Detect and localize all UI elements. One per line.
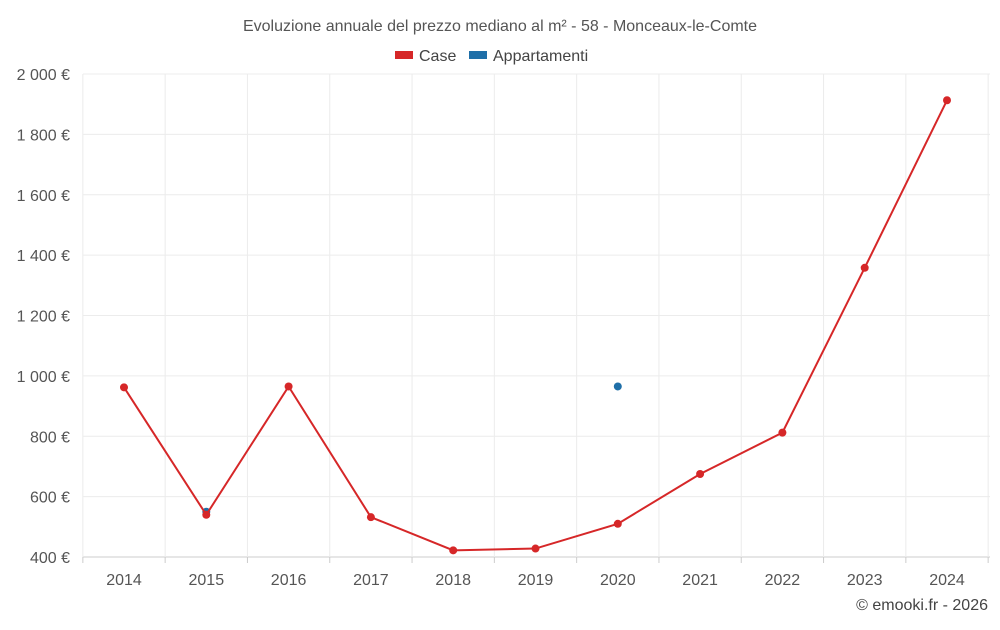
y-tick-label: 1 400 €: [17, 248, 70, 265]
axes: 400 € 600 € 800 € 1 000 € 1 200 € 1 400 € 1 60…: [17, 67, 989, 589]
legend: Case Appartamenti: [395, 48, 588, 65]
chart-title: Evoluzione annuale del prezzo mediano al…: [243, 18, 757, 35]
x-tick-label: 2019: [518, 572, 554, 589]
x-tick-label: 2016: [271, 572, 307, 589]
y-tick-label: 600 €: [30, 490, 70, 507]
legend-label-appartamenti: Appartamenti: [493, 48, 588, 65]
data-point-case[interactable]: [366, 513, 375, 522]
y-tick-label: 1 800 €: [17, 127, 70, 144]
x-tick-label: 2022: [765, 572, 801, 589]
data-point-case[interactable]: [860, 263, 869, 272]
x-tick-label: 2024: [929, 572, 965, 589]
legend-swatch-case: [395, 51, 413, 59]
data-point-case[interactable]: [531, 544, 540, 553]
y-tick-label: 2 000 €: [17, 67, 70, 84]
data-point-case[interactable]: [202, 510, 211, 519]
legend-label-case: Case: [419, 48, 456, 65]
grid: [82, 73, 990, 558]
legend-swatch-appartamenti: [469, 51, 487, 59]
y-tick-label: 1 200 €: [17, 309, 70, 326]
y-tick-label: 1 000 €: [17, 369, 70, 386]
data-point-case[interactable]: [943, 96, 951, 105]
legend-item-appartamenti[interactable]: Appartamenti: [469, 48, 588, 65]
data-point-case[interactable]: [449, 546, 458, 555]
x-tick-label: 2020: [600, 572, 636, 589]
series: [120, 96, 951, 555]
data-point-case[interactable]: [613, 519, 622, 528]
legend-item-case[interactable]: Case: [395, 48, 456, 65]
x-tick-label: 2017: [353, 572, 389, 589]
data-point-case[interactable]: [120, 383, 128, 392]
x-tick-label: 2023: [847, 572, 883, 589]
y-tick-label: 1 600 €: [17, 188, 70, 205]
x-tick-label: 2014: [106, 572, 142, 589]
x-tick-label: 2018: [435, 572, 471, 589]
y-tick-label: 800 €: [30, 429, 70, 446]
credit-text: © emooki.fr - 2026: [856, 597, 988, 614]
data-point-case[interactable]: [696, 469, 705, 478]
data-point-appartamenti[interactable]: [613, 382, 622, 391]
y-tick-label: 400 €: [30, 550, 70, 567]
x-tick-label: 2015: [189, 572, 225, 589]
data-point-case[interactable]: [778, 428, 787, 437]
x-tick-label: 2021: [682, 572, 718, 589]
data-point-case[interactable]: [284, 382, 293, 391]
